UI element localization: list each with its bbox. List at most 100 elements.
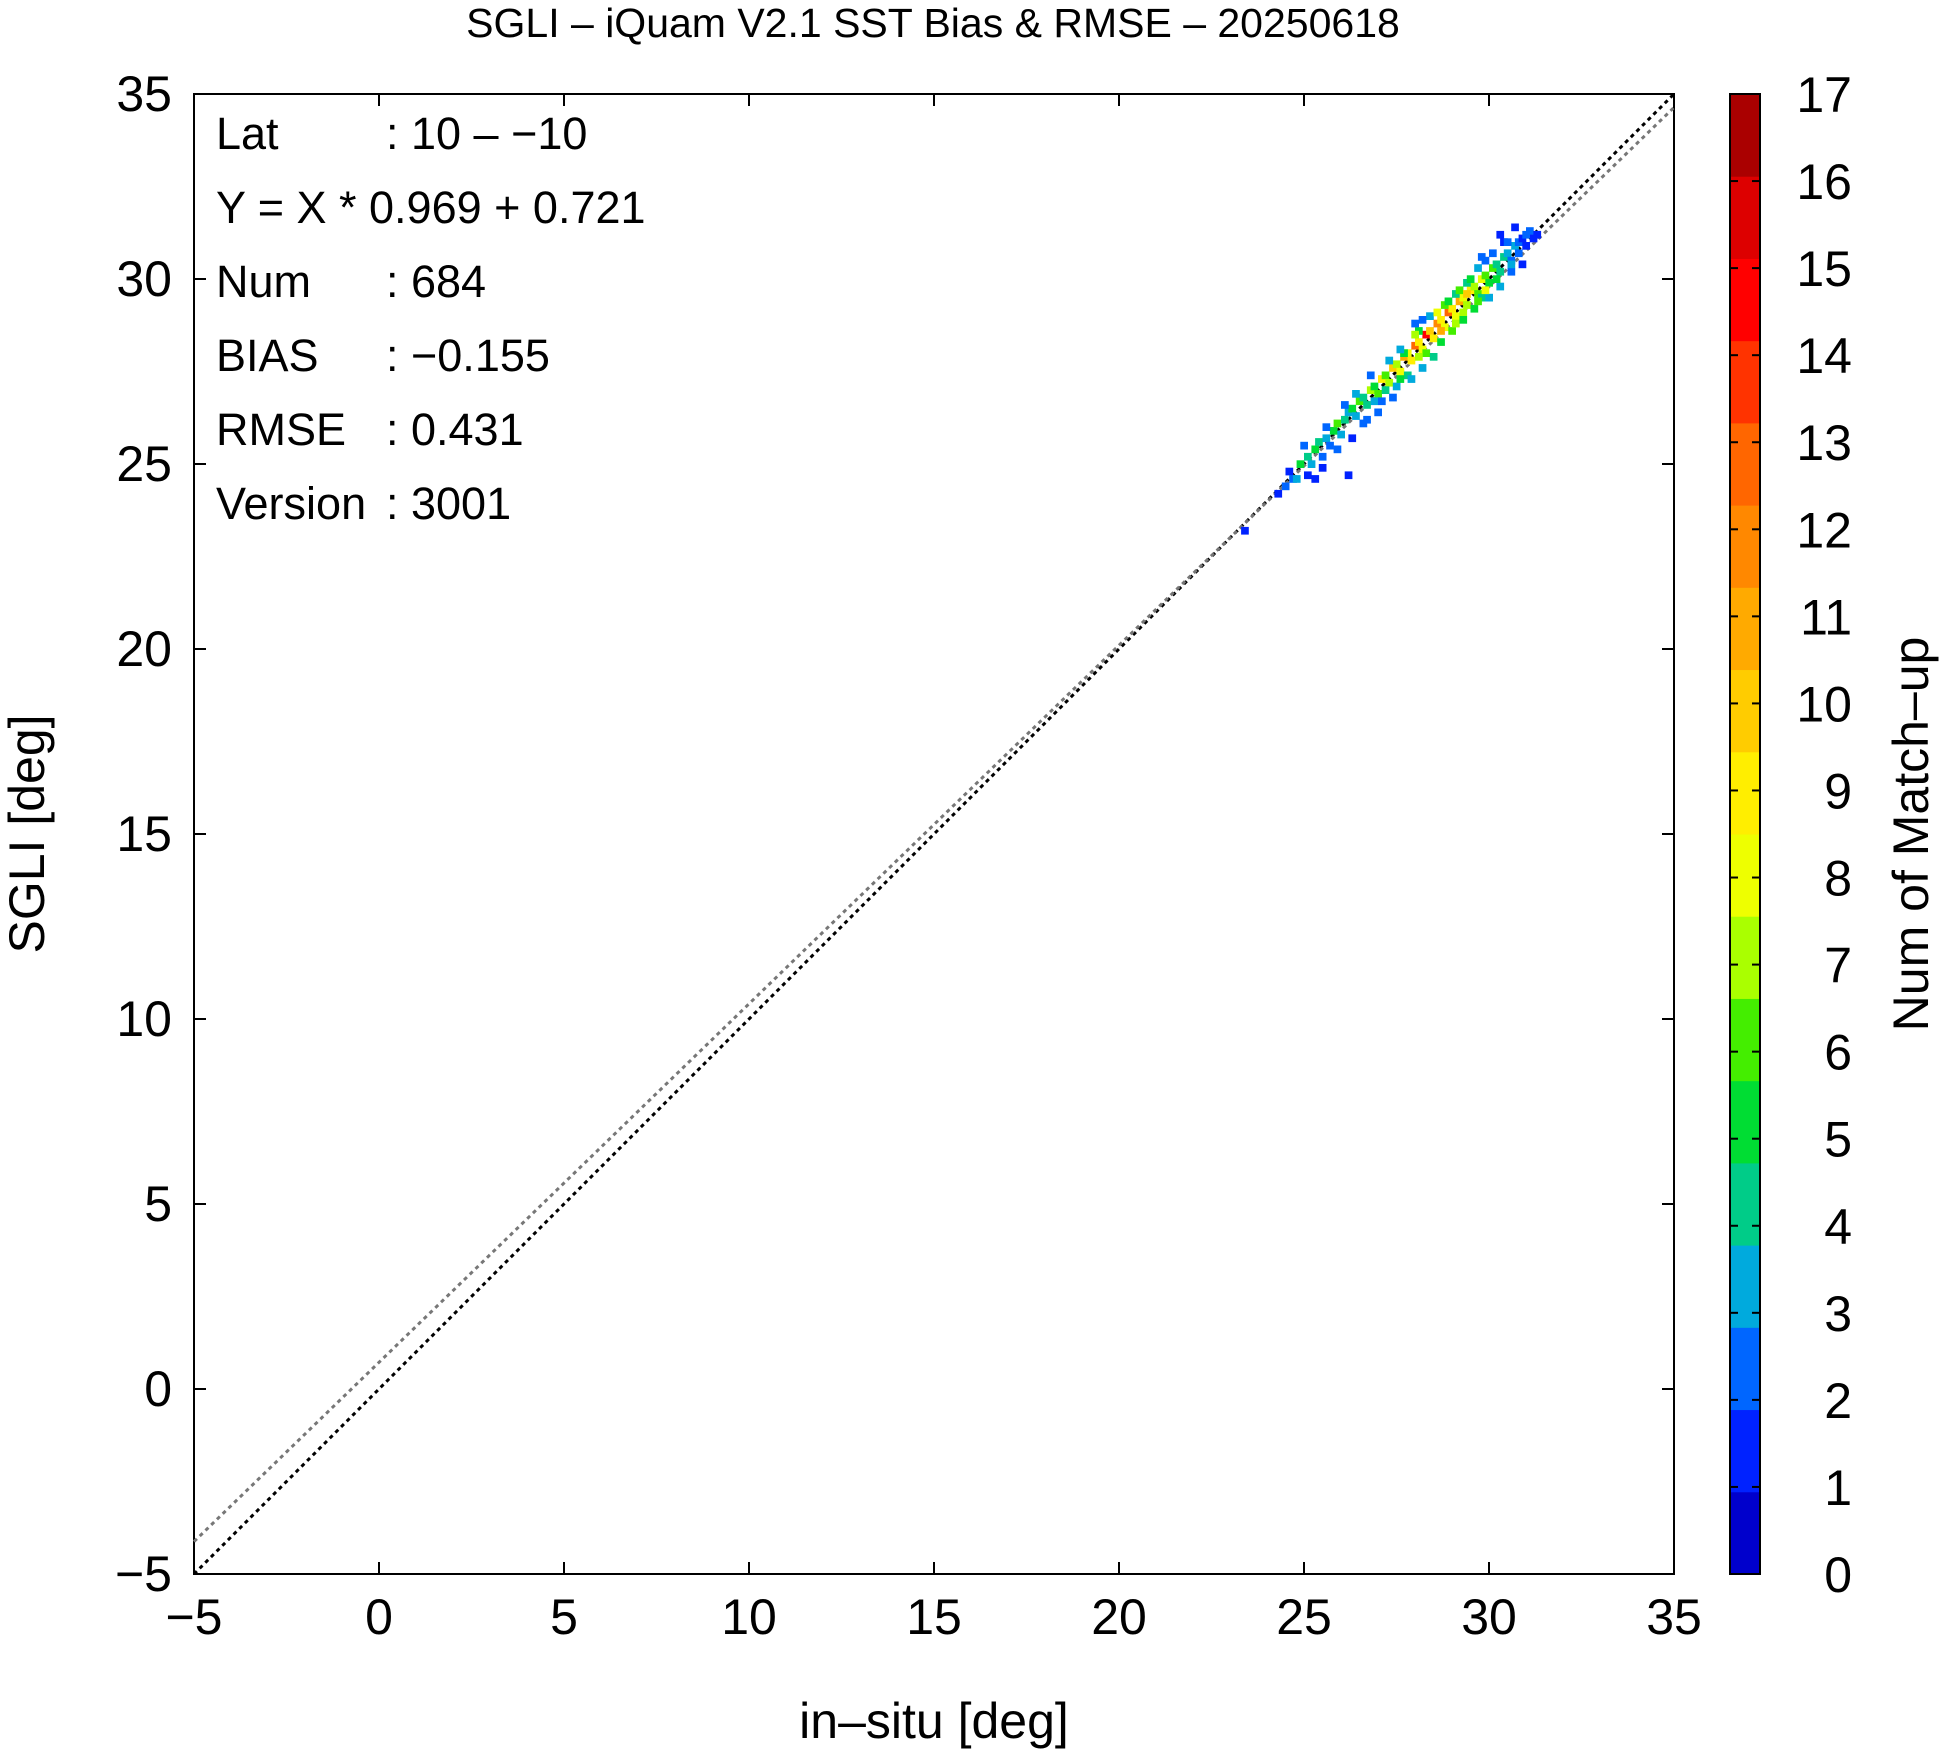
y-tick-label: 5: [144, 1176, 172, 1232]
y-tick-label: 0: [144, 1361, 172, 1417]
colorbar-tick-label: 7: [1824, 938, 1852, 994]
stats-value: : 3001: [386, 478, 511, 529]
colorbar-tick-label: 17: [1796, 67, 1852, 123]
heatmap-cell: [1407, 356, 1416, 365]
heatmap-cell: [1477, 253, 1486, 261]
heatmap-cell: [1437, 316, 1445, 324]
y-tick-label: 20: [116, 621, 172, 677]
heatmap-cell: [1470, 282, 1479, 291]
stats-label: Lat: [216, 108, 279, 159]
heatmap-cell: [1341, 415, 1349, 424]
colorbar-label: Num of Match–up: [1883, 637, 1939, 1032]
heatmap-cell: [1311, 445, 1320, 454]
heatmap-cell: [1359, 419, 1368, 428]
heatmap-cell: [1329, 427, 1338, 435]
heatmap-cell: [1411, 330, 1419, 339]
heatmap-cell: [1326, 441, 1334, 450]
heatmap-cell: [1381, 386, 1390, 394]
heatmap-cell: [1514, 249, 1523, 258]
colorbar-tick-label: 14: [1796, 328, 1852, 384]
y-tick-label: 35: [116, 66, 172, 122]
x-tick-label: 10: [721, 1589, 777, 1645]
colorbar-segment: [1730, 1245, 1760, 1328]
y-tick-label: 30: [116, 251, 172, 307]
heatmap-cell: [1311, 475, 1320, 483]
heatmap-cell: [1385, 356, 1394, 365]
heatmap-cell: [1374, 390, 1382, 398]
heatmap-cell: [1396, 375, 1405, 383]
y-axis-label: SGLI [deg]: [0, 714, 55, 953]
colorbar-tick-label: 15: [1796, 241, 1852, 297]
heatmap-cell: [1292, 475, 1301, 483]
heatmap-cell: [1318, 464, 1327, 472]
heatmap-cell: [1492, 275, 1501, 283]
colorbar-segment: [1730, 1409, 1760, 1493]
colorbar-segment: [1730, 1491, 1760, 1575]
heatmap-cell: [1452, 312, 1460, 320]
heatmap-cells: [1241, 223, 1542, 535]
heatmap-cell: [1507, 267, 1516, 276]
colorbar-frame: [1729, 93, 1761, 1575]
colorbar-tick-label: 12: [1796, 502, 1852, 558]
heatmap-cell: [1322, 434, 1331, 443]
heatmap-cell: [1296, 460, 1305, 468]
heatmap-cell: [1396, 345, 1405, 354]
x-tick-label: 30: [1461, 1589, 1517, 1645]
heatmap-cell: [1511, 223, 1519, 232]
heatmap-cell: [1322, 423, 1331, 431]
heatmap-cell: [1396, 367, 1405, 376]
heatmap-cell: [1411, 319, 1419, 328]
heatmap-cell: [1533, 230, 1542, 239]
colorbar-tick-label: 9: [1824, 763, 1852, 819]
heatmap-cell: [1474, 264, 1482, 272]
heatmap-cell: [1466, 275, 1475, 283]
heatmap-cell: [1374, 408, 1382, 417]
heatmap-cell: [1429, 334, 1438, 343]
heatmap-cell: [1418, 316, 1427, 324]
heatmap-cell: [1474, 297, 1482, 306]
heatmap-cell: [1241, 526, 1249, 535]
colorbar-segment: [1730, 998, 1760, 1082]
heatmap-cell: [1485, 279, 1493, 287]
heatmap-cell: [1485, 293, 1493, 302]
y-tick-label: 15: [116, 806, 172, 862]
one-to-one-line: [192, 92, 1676, 1576]
reference-lines: [192, 92, 1676, 1576]
y-tick-label: 25: [116, 436, 172, 492]
heatmap-cell: [1385, 378, 1394, 387]
colorbar-segment: [1730, 834, 1760, 917]
heatmap-cell: [1392, 360, 1401, 369]
heatmap-cell: [1522, 242, 1530, 250]
heatmap-cell: [1418, 364, 1427, 372]
x-axis-ticks: −5 0 5 10 15 20 25 30 35: [165, 94, 1702, 1645]
heatmap-cell: [1300, 441, 1308, 450]
colorbar-tick-label: 16: [1796, 154, 1852, 210]
heatmap-cell: [1348, 434, 1357, 443]
colorbar-tick-label: 2: [1824, 1373, 1852, 1429]
x-tick-label: 25: [1276, 1589, 1332, 1645]
stats-value: : −0.155: [386, 330, 550, 381]
heatmap-cell: [1507, 260, 1516, 269]
heatmap-cell: [1381, 371, 1390, 380]
colorbar-segment: [1730, 340, 1760, 424]
colorbar-tick-label: 5: [1824, 1112, 1852, 1168]
x-tick-label: 35: [1646, 1589, 1702, 1645]
heatmap-cell: [1344, 471, 1353, 480]
heatmap-cell: [1455, 286, 1464, 295]
heatmap-cell: [1470, 304, 1479, 313]
heatmap-cell: [1459, 316, 1468, 324]
heatmap-cell: [1392, 382, 1401, 391]
heatmap-cell: [1370, 382, 1379, 391]
heatmap-cell: [1407, 375, 1416, 383]
stats-box: Lat: 10 – −10 Y = X * 0.969 + 0.721 Num: 6…: [216, 108, 646, 529]
heatmap-cell: [1304, 452, 1312, 461]
x-tick-label: 0: [365, 1589, 393, 1645]
heatmap-cell: [1352, 390, 1360, 398]
heatmap-cell: [1352, 412, 1360, 420]
colorbar-segment: [1730, 422, 1760, 506]
x-tick-label: −5: [165, 1589, 222, 1645]
heatmap-cell: [1285, 467, 1294, 476]
heatmap-cell: [1496, 282, 1505, 291]
stats-value: : 684: [386, 256, 486, 307]
heatmap-cell: [1496, 230, 1505, 239]
